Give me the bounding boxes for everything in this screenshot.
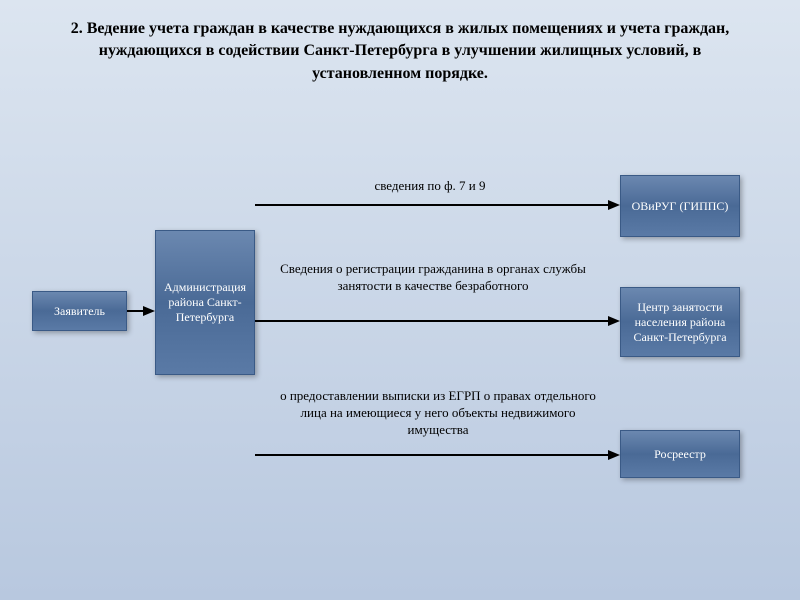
arrow-to-rosreestr-label: о предоставлении выписки из ЕГРП о права… <box>278 388 598 439</box>
box-rosreestr-label: Росреестр <box>654 447 706 462</box>
arrow-to-ovirug-head <box>608 200 620 210</box>
arrow-to-employment-label: Сведения о регистрации гражданина в орга… <box>278 261 588 295</box>
box-admin-label: Администрация района Санкт-Петербурга <box>160 280 250 325</box>
arrow-to-rosreestr <box>255 454 610 456</box>
box-employment: Центр занятости населения района Санкт-П… <box>620 287 740 357</box>
box-ovirug: ОВиРУГ (ГИППС) <box>620 175 740 237</box>
box-applicant: Заявитель <box>32 291 127 331</box>
arrow-to-admin-head <box>143 306 155 316</box>
arrow-to-employment-head <box>608 316 620 326</box>
page-title: 2. Ведение учета граждан в качестве нужд… <box>50 18 750 85</box>
box-employment-label: Центр занятости населения района Санкт-П… <box>625 300 735 345</box>
arrow-to-ovirug-label: сведения по ф. 7 и 9 <box>300 178 560 195</box>
arrow-to-employment <box>255 320 610 322</box>
box-admin: Администрация района Санкт-Петербурга <box>155 230 255 375</box>
box-ovirug-label: ОВиРУГ (ГИППС) <box>632 199 729 214</box>
box-rosreestr: Росреестр <box>620 430 740 478</box>
box-applicant-label: Заявитель <box>54 304 105 319</box>
arrow-to-rosreestr-head <box>608 450 620 460</box>
arrow-to-ovirug <box>255 204 610 206</box>
